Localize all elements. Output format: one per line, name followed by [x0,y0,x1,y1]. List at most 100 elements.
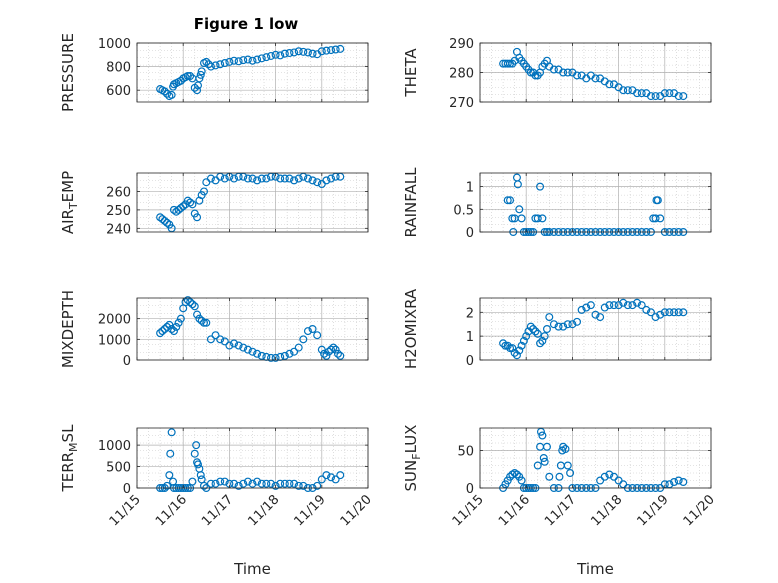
axes-box [136,297,369,361]
data-point [513,180,522,189]
data-point [503,196,512,205]
y-tick-label: 1000 [98,37,131,52]
data-point [183,296,192,305]
data-point [225,57,234,66]
data-point [637,301,646,310]
data-point [195,314,204,323]
data-point [216,60,225,69]
data-point [515,346,524,355]
data-point [190,449,199,458]
data-point [331,475,340,484]
data-point [188,200,197,209]
data-point [158,327,167,336]
x-tick-label: 11/20 [681,492,718,529]
data-point [290,479,299,488]
data-point [163,218,172,227]
data-point [172,322,181,331]
data-point [317,475,326,484]
data-point [605,80,614,89]
data-point [163,481,172,490]
data-point [163,89,172,98]
data-point [239,343,248,352]
x-tick-label: 11/16 [496,492,533,529]
chart-panel: 270 280 290 THETA [402,37,712,111]
y-tick-label: 2 [466,306,474,321]
data-point [674,308,683,317]
figure-title: Figure 1 low [194,15,299,33]
data-point [540,457,549,466]
data-point [183,72,192,81]
data-point [533,214,542,223]
chart-panel: 600 800 1000 PRESSURE [59,33,369,112]
data-point [515,205,524,214]
data-point [336,351,345,360]
data-point [665,89,674,98]
data-point [609,301,618,310]
data-point [533,329,542,338]
data-point [280,479,289,488]
y-axis-label: MIXDEPTH [59,290,77,368]
data-point [538,431,547,440]
data-point [199,481,208,490]
data-point [239,479,248,488]
data-point [253,55,262,64]
data-point [614,301,623,310]
y-tick-label: 0.5 [453,203,474,218]
data-point [202,318,211,327]
data-point [646,92,655,101]
data-point [554,322,563,331]
data-point [670,308,679,317]
data-point [216,335,225,344]
y-tick-label: 0 [466,226,474,241]
data-point [174,318,183,327]
data-point [163,322,172,331]
data-point [253,349,262,358]
data-point [322,176,331,185]
data-point [299,335,308,344]
data-point [542,325,551,334]
data-point [540,332,549,341]
y-tick-label: 800 [106,61,131,76]
y-tick-label: 0 [123,354,131,369]
data-point [522,332,531,341]
data-point [192,441,201,450]
y-axis-label: H2OMIXRA [402,288,420,369]
data-point [651,92,660,101]
data-point [290,176,299,185]
y-tick-label: 600 [106,84,131,99]
data-point [563,320,572,329]
data-point [308,49,317,58]
data-point [165,320,174,329]
data-point [262,174,271,183]
data-point [248,56,257,65]
data-point [253,477,262,486]
plot-area [480,173,711,232]
data-point [248,479,257,488]
data-point [266,51,275,60]
data-point [317,47,326,56]
axes-box [479,172,712,233]
data-point [197,316,206,325]
data-point [633,298,642,307]
data-point [568,320,577,329]
data-point [566,469,575,478]
data-point [193,310,202,319]
data-point [225,341,234,350]
data-point [660,89,669,98]
data-point [642,305,651,314]
data-point [623,301,632,310]
data-point [165,471,174,480]
data-point [596,313,605,322]
data-point [577,305,586,314]
data-point [206,335,215,344]
data-point [539,454,548,463]
data-point [308,176,317,185]
y-axis-label: TERRMSL [59,424,80,493]
data-point [656,214,665,223]
data-point [196,471,205,480]
data-point [211,479,220,488]
data-point [280,49,289,58]
data-point [266,479,275,488]
data-point [206,62,215,71]
data-point [336,471,345,480]
